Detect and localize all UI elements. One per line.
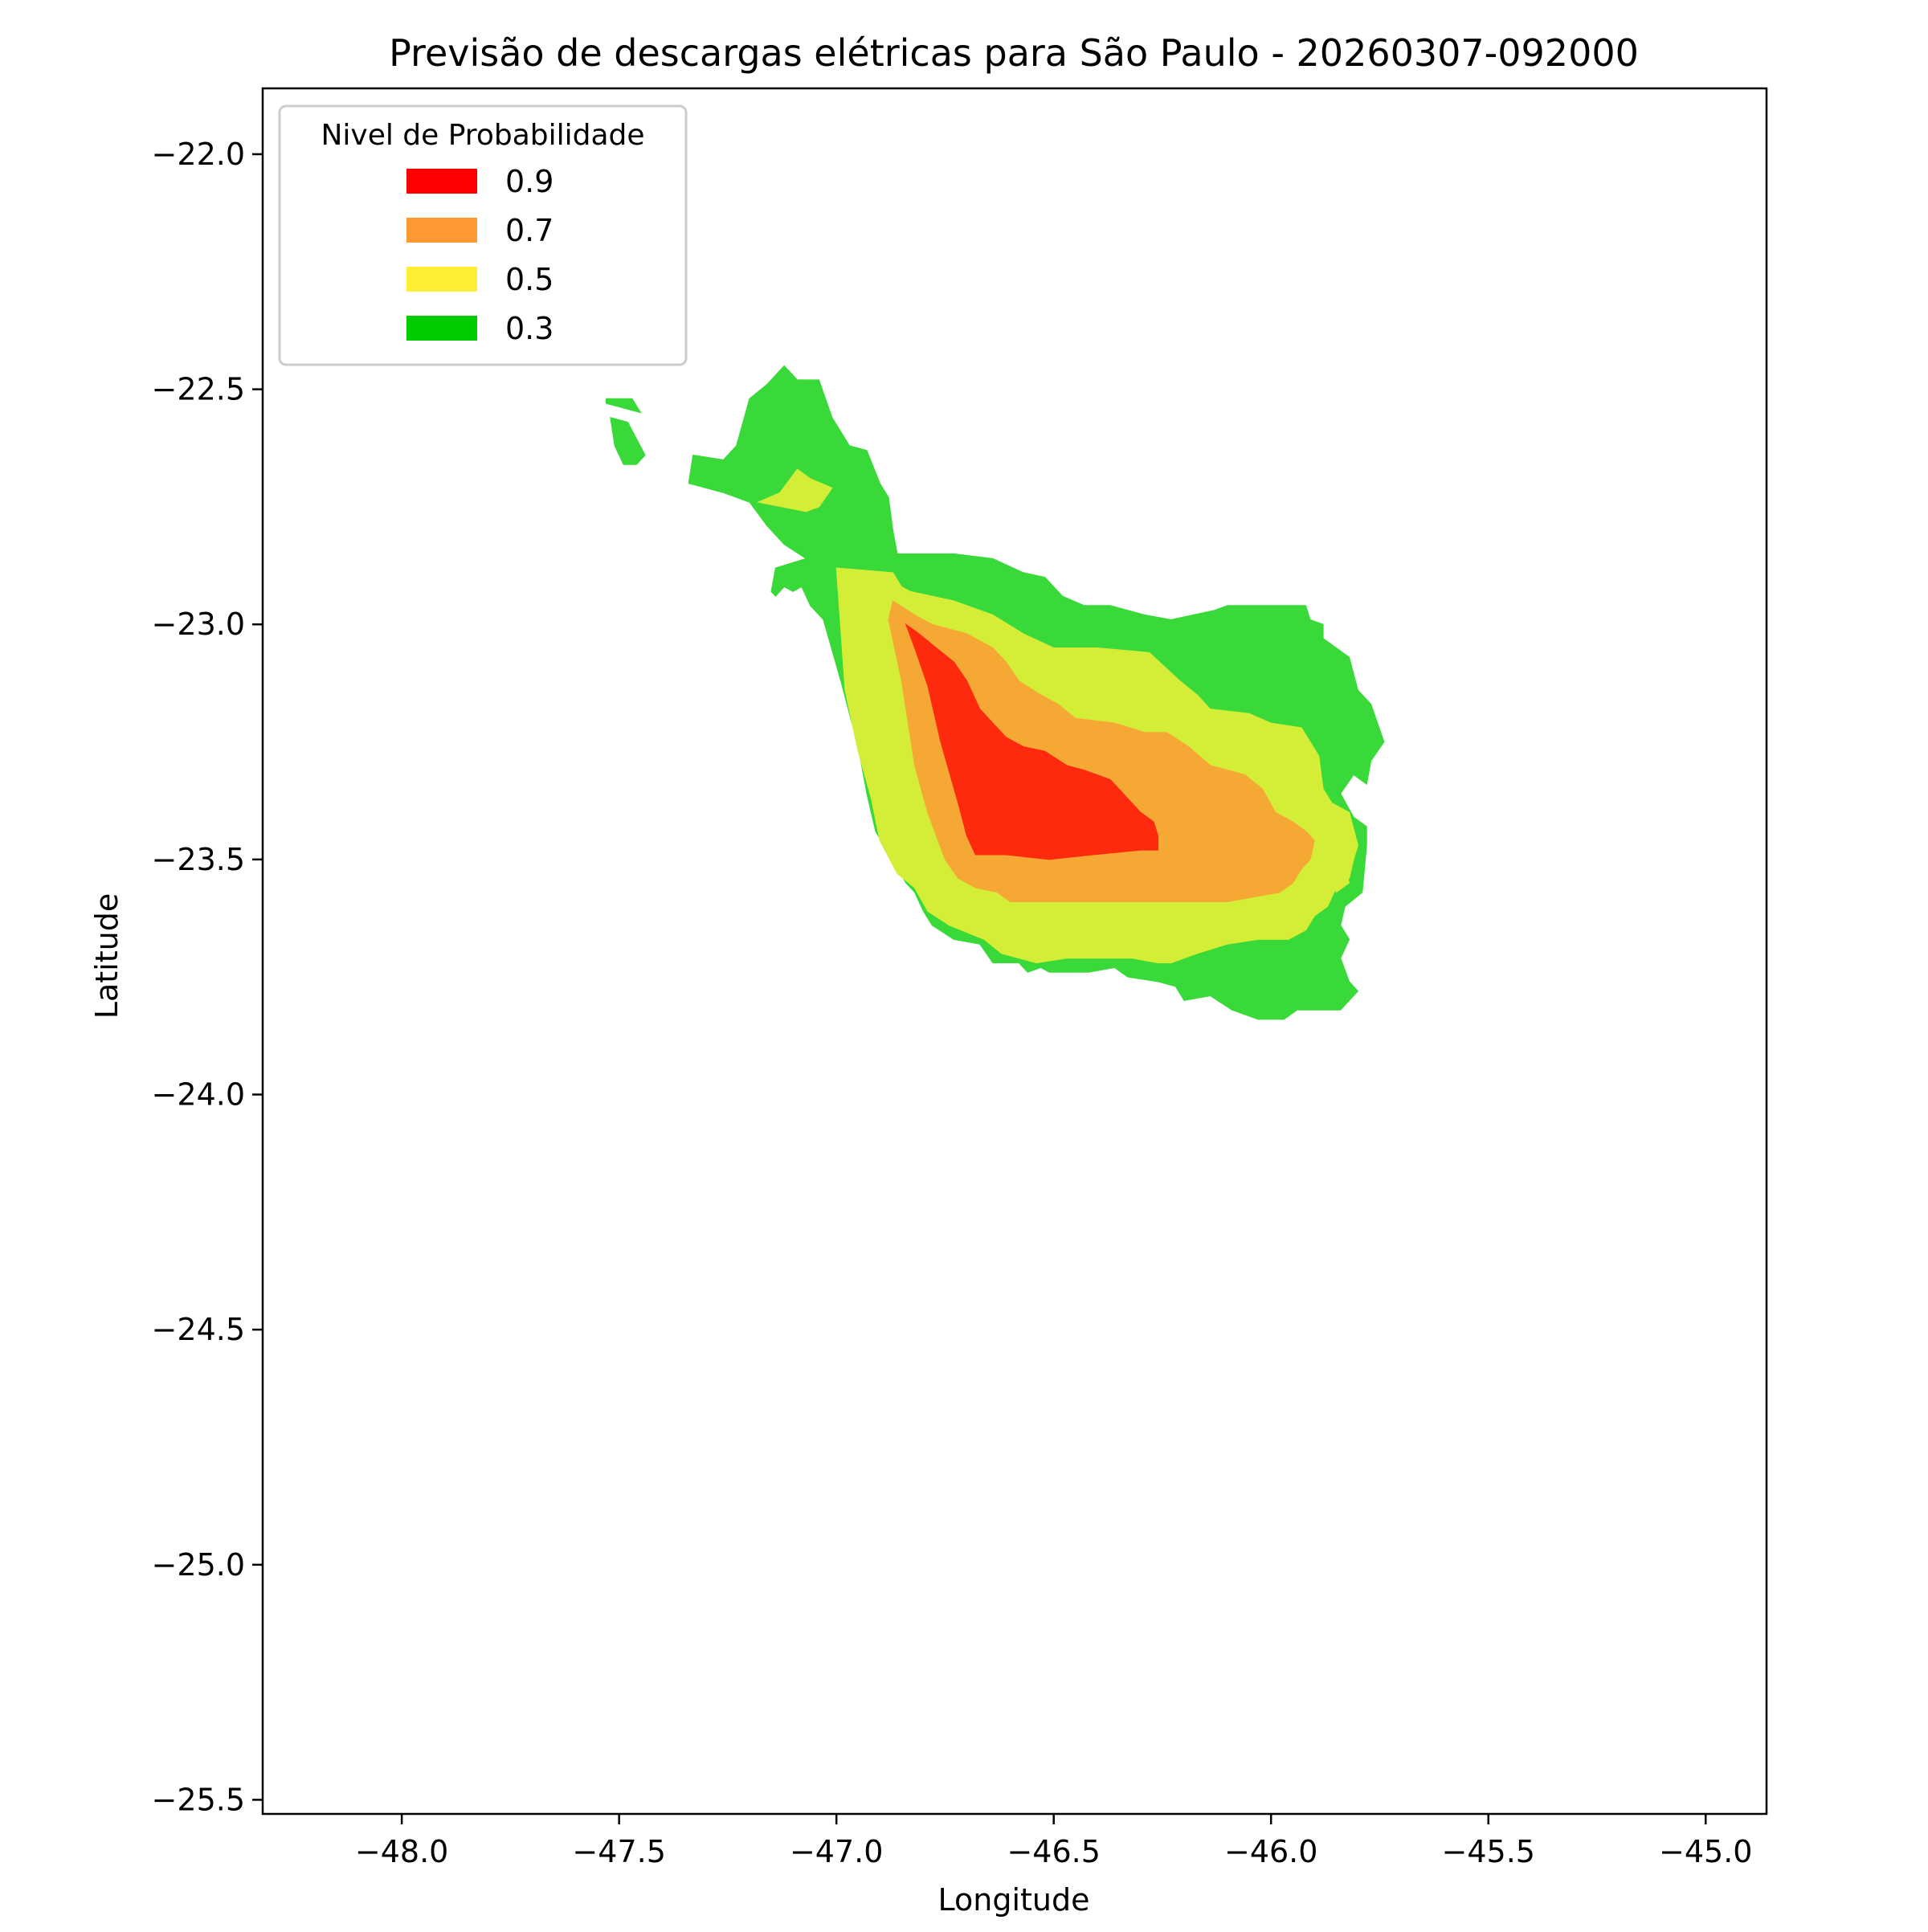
y-tick-label: −23.0 bbox=[152, 607, 245, 642]
legend-label-0.9: 0.9 bbox=[505, 164, 553, 199]
y-axis-ticks: −22.0 −22.5 −23.0 −23.5 −24.0 −24.5 −25.0 −25.5 bbox=[152, 137, 263, 1817]
y-tick-label: −23.5 bbox=[152, 842, 245, 877]
contour-fills bbox=[605, 365, 1385, 1020]
legend-swatch-0.5 bbox=[406, 267, 477, 292]
legend-entries: 0.9 0.7 0.5 0.3 bbox=[406, 164, 553, 346]
x-tick-label: −46.5 bbox=[1007, 1834, 1100, 1869]
y-tick-label: −24.5 bbox=[152, 1312, 245, 1347]
legend-swatch-0.9 bbox=[406, 169, 477, 194]
legend-title: Nivel de Probabilidade bbox=[321, 119, 644, 152]
plot-frame bbox=[261, 87, 1768, 1816]
y-tick-label: −22.0 bbox=[152, 137, 245, 172]
x-tick-label: −47.5 bbox=[572, 1834, 665, 1869]
contour-region-0.9-0 bbox=[905, 623, 1158, 860]
x-tick-label: −45.5 bbox=[1442, 1834, 1535, 1869]
chart-title: Previsão de descargas elétricas para São… bbox=[389, 31, 1639, 75]
legend-label-0.7: 0.7 bbox=[505, 213, 553, 248]
legend: Nivel de Probabilidade 0.9 0.7 0.5 0.3 bbox=[278, 104, 688, 366]
legend-box bbox=[278, 104, 688, 366]
x-tick-label: −45.0 bbox=[1659, 1834, 1752, 1869]
y-axis-label: Latitude bbox=[89, 893, 125, 1019]
contour-region-0.5-2 bbox=[1331, 868, 1350, 893]
contour-level-0.9 bbox=[905, 623, 1158, 860]
y-tick-label: −25.5 bbox=[152, 1782, 245, 1817]
y-tick-label: −22.5 bbox=[152, 372, 245, 407]
x-tick-label: −48.0 bbox=[355, 1834, 448, 1869]
legend-swatch-0.7 bbox=[406, 218, 477, 243]
x-tick-label: −47.0 bbox=[790, 1834, 883, 1869]
legend-label-0.5: 0.5 bbox=[505, 262, 553, 297]
x-tick-label: −46.0 bbox=[1224, 1834, 1317, 1869]
x-axis-ticks: −48.0 −47.5 −47.0 −46.5 −46.0 −45.5 −45.0 bbox=[355, 1814, 1752, 1869]
contour-region-0.5-0 bbox=[757, 468, 833, 513]
legend-label-0.3: 0.3 bbox=[505, 311, 553, 346]
legend-swatch-0.3 bbox=[406, 316, 477, 341]
x-axis-label: Longitude bbox=[938, 1882, 1090, 1918]
contour-region-0.3-0 bbox=[605, 398, 642, 414]
y-tick-label: −24.0 bbox=[152, 1077, 245, 1113]
contour-region-0.3-1 bbox=[610, 417, 646, 465]
y-tick-label: −25.0 bbox=[152, 1547, 245, 1583]
